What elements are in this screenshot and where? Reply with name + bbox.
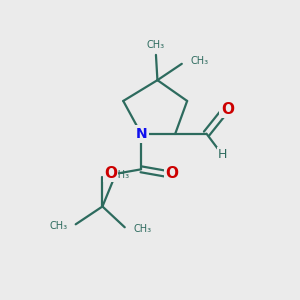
Text: H: H [218, 148, 227, 161]
Text: CH₃: CH₃ [49, 221, 68, 231]
Text: CH₃: CH₃ [190, 56, 208, 66]
Text: O: O [104, 166, 117, 181]
Text: O: O [165, 166, 178, 181]
Text: O: O [221, 102, 234, 117]
Text: CH₃: CH₃ [147, 40, 165, 50]
Text: CH₃: CH₃ [111, 170, 130, 180]
Text: N: N [135, 127, 147, 141]
Text: CH₃: CH₃ [133, 224, 151, 234]
